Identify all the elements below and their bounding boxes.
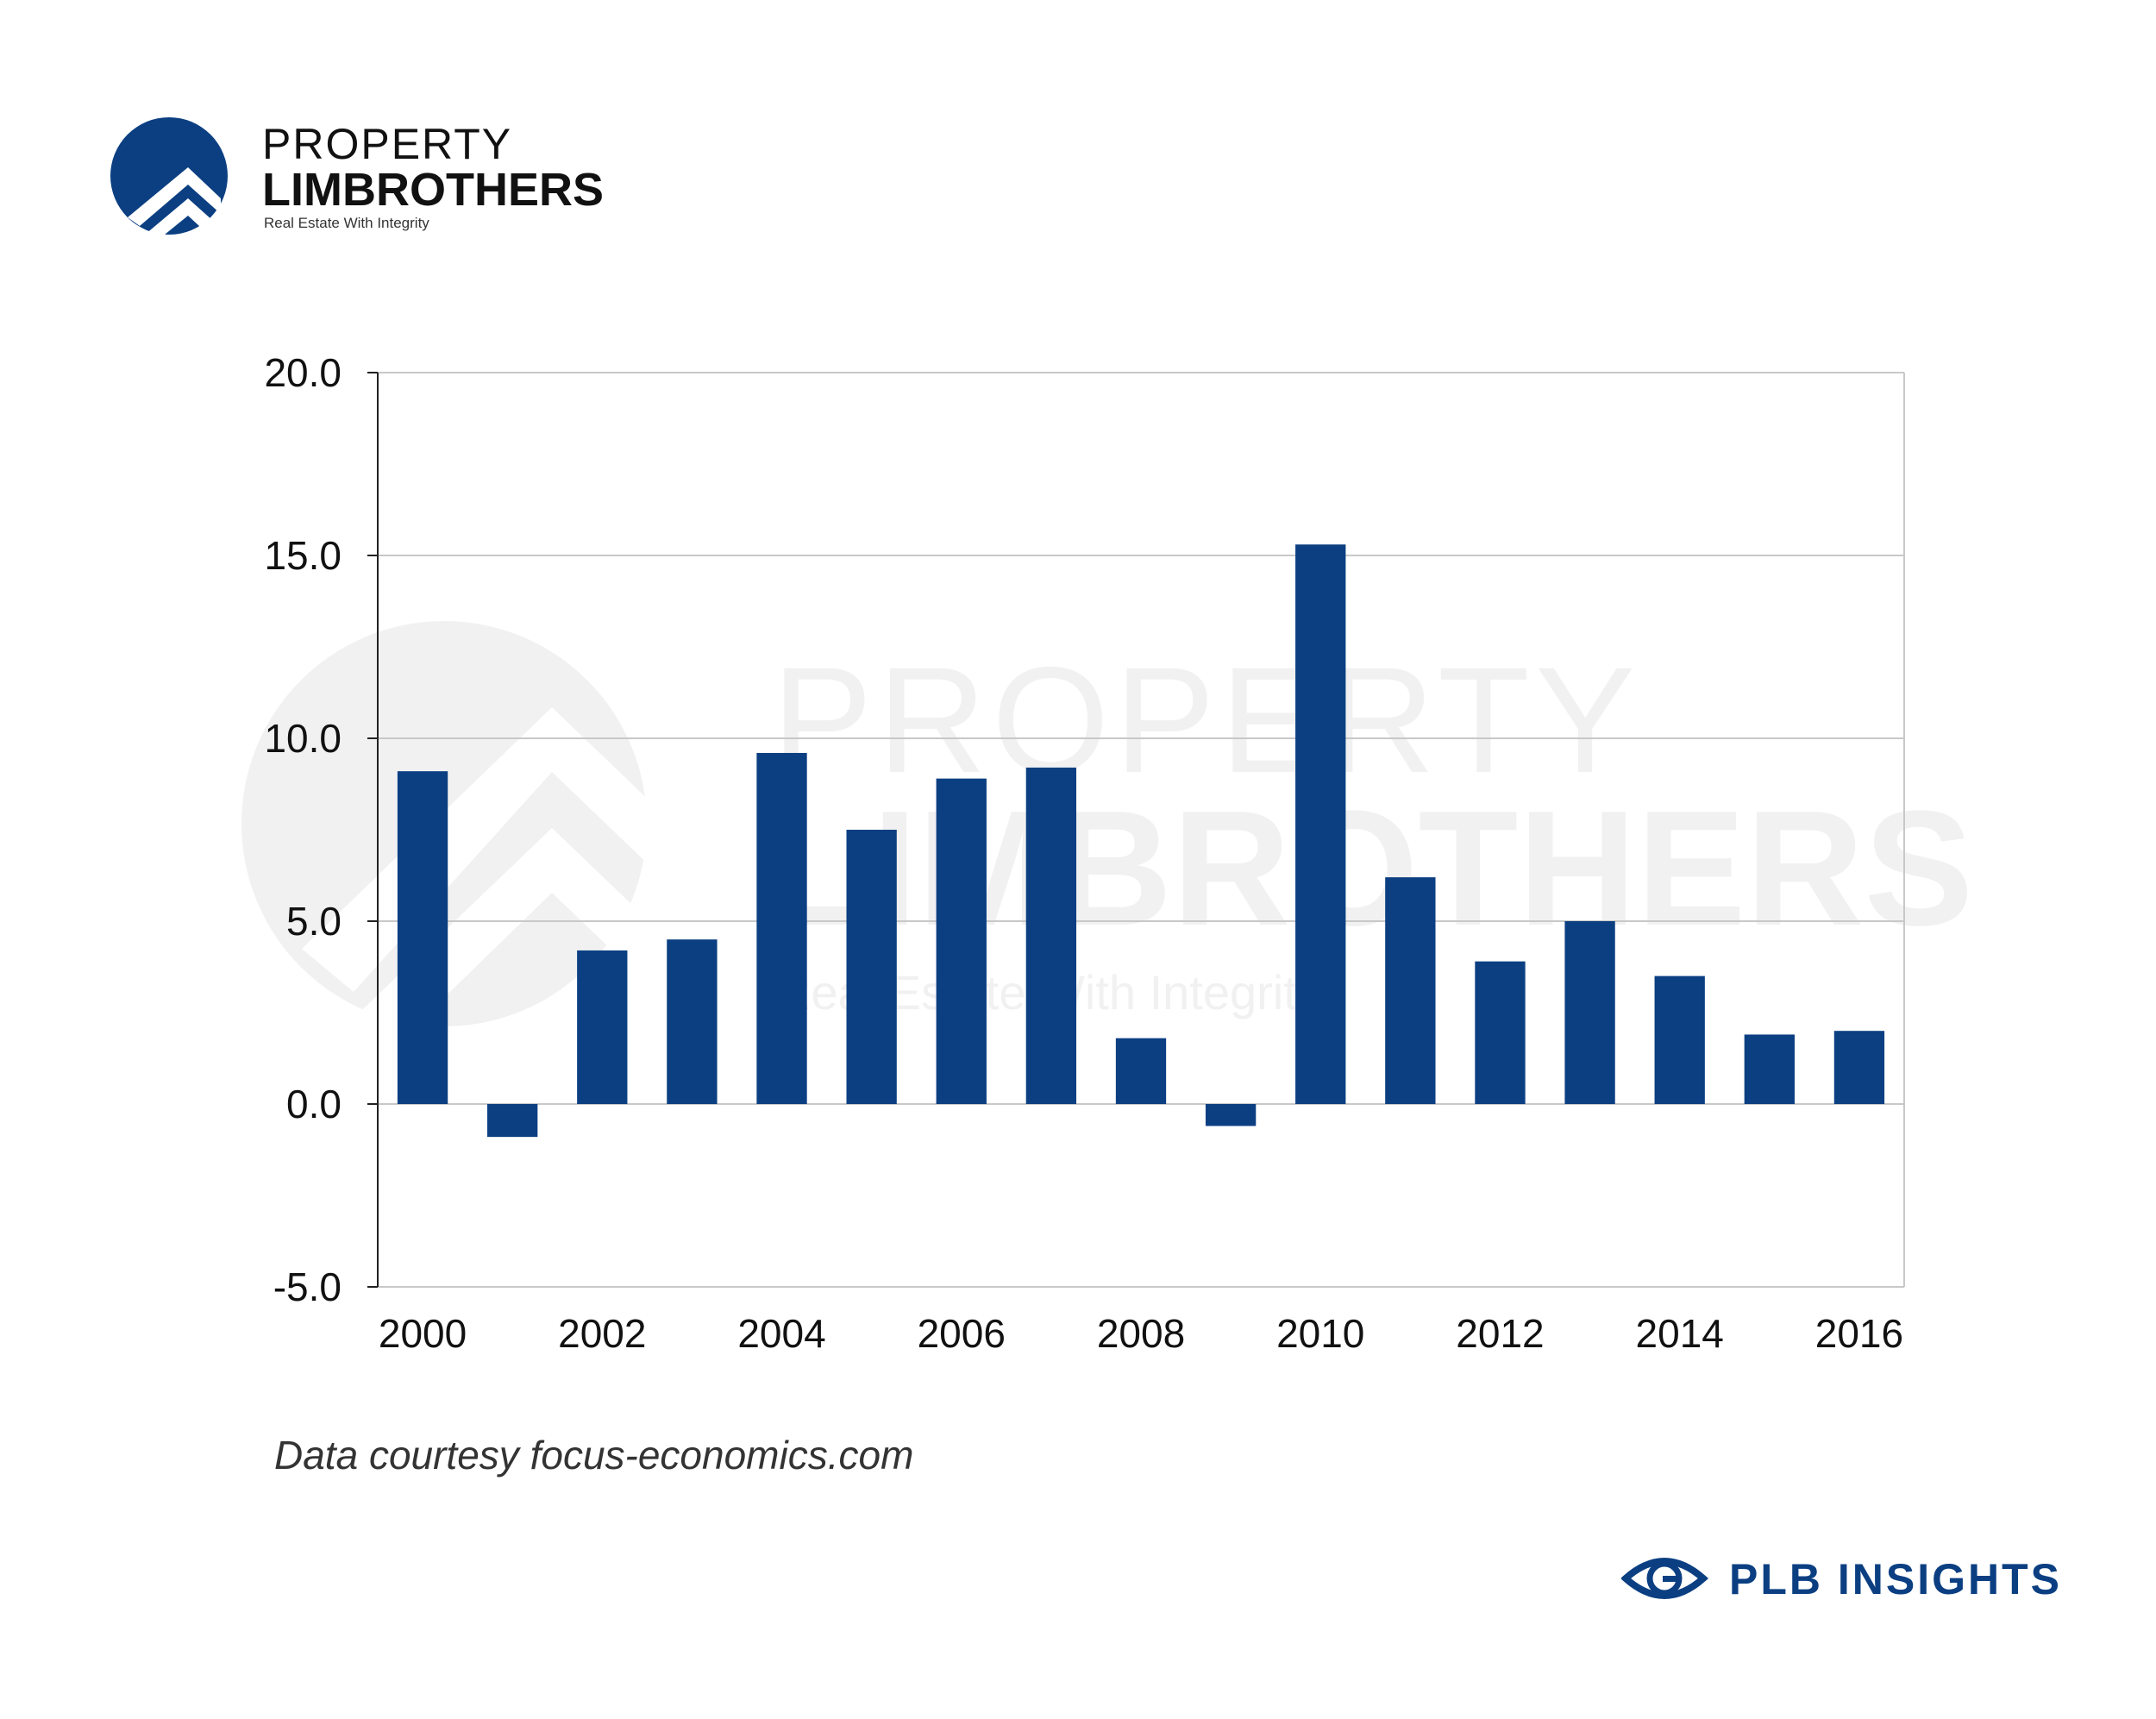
x-tick-label: 2016 (1815, 1311, 1903, 1356)
watermark-line1: PROPERTY (772, 637, 1641, 805)
bars (397, 544, 1885, 1138)
brand-mark-icon (110, 117, 228, 238)
y-tick-label: 15.0 (264, 533, 342, 578)
bar-2000 (397, 771, 448, 1104)
bar-2013 (1564, 921, 1615, 1104)
bar-2007 (1025, 767, 1077, 1104)
bar-2001 (487, 1104, 538, 1138)
x-tick-label: 2002 (558, 1311, 646, 1356)
y-tick-labels: -5.0 0.0 5.0 10.0 15.0 20.0 (264, 350, 342, 1309)
eye-icon (1621, 1558, 1709, 1599)
y-tick-label: 5.0 (286, 899, 342, 944)
x-tick-label: 2012 (1456, 1311, 1544, 1356)
x-tick-label: 2014 (1636, 1311, 1724, 1356)
brand-name-line2: LIMBROTHERS (262, 164, 604, 216)
x-tick-label: 2008 (1097, 1311, 1185, 1356)
footer-brand-label: PLB INSIGHTS (1729, 1555, 2062, 1603)
brand-tagline: Real Estate With Integrity (264, 215, 429, 231)
bar-2009 (1205, 1104, 1257, 1126)
axes (367, 372, 1905, 1288)
bar-2005 (846, 830, 897, 1104)
bar-2015 (1744, 1034, 1795, 1104)
y-tick-label: 10.0 (264, 716, 342, 761)
bar-2011 (1385, 877, 1436, 1104)
x-tick-label: 2000 (379, 1311, 467, 1356)
bar-2012 (1475, 961, 1526, 1104)
bar-2006 (936, 778, 987, 1104)
x-tick-label: 2004 (737, 1311, 825, 1356)
y-tick-label: 0.0 (286, 1082, 342, 1126)
footer-brand: PLB INSIGHTS (1621, 1555, 2062, 1603)
y-tick-label: 20.0 (264, 350, 342, 395)
brand-name-line1: PROPERTY (262, 120, 512, 168)
y-tick-label: -5.0 (273, 1264, 342, 1309)
bar-2008 (1115, 1038, 1167, 1104)
bar-2016 (1833, 1031, 1885, 1104)
x-tick-label: 2010 (1276, 1311, 1364, 1356)
bar-2002 (577, 950, 628, 1104)
bar-2003 (667, 939, 718, 1104)
x-tick-labels: 2000 2002 2004 2006 2008 2010 2012 2014 2016 (379, 1311, 1903, 1356)
bar-2004 (756, 752, 807, 1104)
x-tick-label: 2006 (918, 1311, 1006, 1356)
bar-2014 (1654, 976, 1705, 1104)
watermark: PROPERTY LIMBROTHERS Real Estate With In… (241, 621, 1973, 1044)
brand-logo: PROPERTY LIMBROTHERS Real Estate With In… (110, 117, 604, 238)
source-note: Data courtesy focus-economics.com (274, 1433, 914, 1477)
bar-2010 (1295, 544, 1346, 1104)
